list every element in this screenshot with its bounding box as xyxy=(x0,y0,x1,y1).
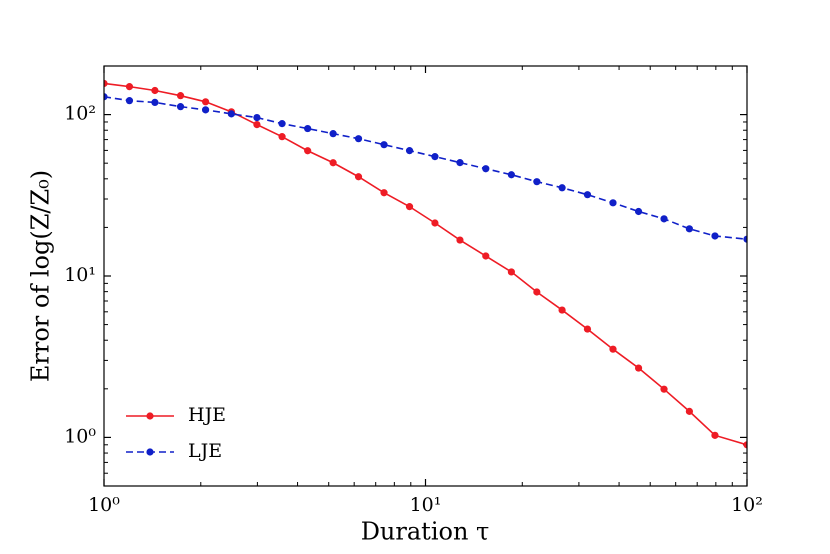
legend-label: HJE xyxy=(188,404,226,426)
data-point xyxy=(743,441,747,449)
series-line xyxy=(104,82,747,446)
data-point xyxy=(431,219,439,227)
data-point xyxy=(609,199,617,207)
data-point xyxy=(482,165,490,173)
data-point xyxy=(104,93,108,101)
data-point xyxy=(253,120,261,129)
data-point xyxy=(431,153,439,161)
data-point xyxy=(558,306,566,314)
x-tick-label: 10⁰ xyxy=(88,494,120,516)
data-point xyxy=(227,110,235,118)
y-tick-label: 10² xyxy=(64,103,96,125)
data-point xyxy=(151,98,159,106)
legend-marker xyxy=(146,448,154,456)
data-point xyxy=(104,79,108,88)
plot-area xyxy=(104,79,747,449)
data-point xyxy=(685,407,694,415)
data-point xyxy=(354,135,363,143)
data-point xyxy=(201,98,210,106)
data-point xyxy=(583,191,592,199)
x-axis-label: Duration τ xyxy=(361,518,490,546)
y-axis-label: Error of log(Z/Z₀) xyxy=(27,170,55,382)
data-point xyxy=(253,113,261,122)
data-point xyxy=(711,431,719,439)
data-point xyxy=(583,325,592,333)
data-point xyxy=(125,97,134,105)
data-point xyxy=(405,203,414,211)
data-point xyxy=(685,225,694,233)
data-point xyxy=(201,106,210,114)
legend-marker xyxy=(146,412,154,420)
data-point xyxy=(278,120,286,128)
data-point xyxy=(304,147,312,155)
data-point xyxy=(609,345,617,353)
data-point xyxy=(660,215,668,223)
y-tick-label: 10¹ xyxy=(64,264,96,286)
data-point xyxy=(329,130,337,138)
data-point xyxy=(456,159,464,167)
data-point xyxy=(456,236,464,244)
series-line xyxy=(104,95,747,241)
x-tick-label: 10¹ xyxy=(410,494,442,516)
data-point xyxy=(176,92,185,100)
data-point xyxy=(405,147,414,155)
y-tick-label: 10⁰ xyxy=(64,425,96,447)
data-point xyxy=(304,124,312,133)
data-point xyxy=(507,171,515,179)
data-point xyxy=(380,189,388,197)
data-point xyxy=(743,235,747,243)
plot-frame xyxy=(103,65,748,487)
data-point xyxy=(354,173,363,181)
data-point xyxy=(660,385,668,393)
data-point xyxy=(125,83,134,91)
data-point xyxy=(329,159,337,167)
data-point xyxy=(151,86,159,95)
data-point xyxy=(533,178,541,186)
legend-label: LJE xyxy=(188,440,222,462)
data-point xyxy=(558,184,566,192)
data-point xyxy=(533,288,541,296)
data-point xyxy=(634,207,643,216)
data-point xyxy=(711,232,719,240)
data-point xyxy=(482,252,490,260)
data-point xyxy=(176,103,185,111)
data-point xyxy=(278,133,286,141)
data-point xyxy=(380,141,388,149)
data-point xyxy=(507,268,515,276)
data-point xyxy=(634,364,643,372)
x-tick-label: 10² xyxy=(731,494,763,516)
